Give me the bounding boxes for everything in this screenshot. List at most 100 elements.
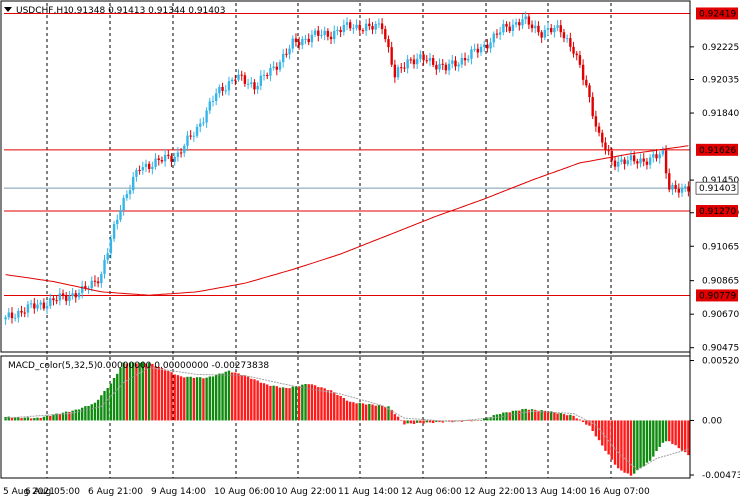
time-axis-label: 12 Aug 22:00 <box>464 487 525 497</box>
candle-body <box>167 154 170 156</box>
candle-body <box>186 135 189 146</box>
macd-histogram-bar <box>74 409 77 421</box>
macd-values: 0.00000000 0.00000000 -0.00273838 <box>97 361 269 371</box>
macd-histogram-bar <box>7 416 10 421</box>
candle-body <box>154 158 157 167</box>
time-axis-label: 16 Aug 07:00 <box>589 487 650 497</box>
macd-axis-label: -0.004739 <box>702 471 740 481</box>
candle-body <box>272 66 275 69</box>
macd-histogram-bar <box>521 409 524 421</box>
candle-body <box>116 219 119 225</box>
candle-body <box>457 64 460 67</box>
candle-body <box>58 293 62 301</box>
macd-histogram-bar <box>17 416 20 421</box>
level-price-tag <box>696 7 738 20</box>
chart-grid <box>46 3 612 478</box>
candle-body <box>607 150 610 152</box>
moving-average-path <box>5 145 689 296</box>
chart-frame <box>0 0 691 479</box>
macd-histogram-bar <box>317 387 320 421</box>
horizontal-levels[interactable] <box>4 12 690 296</box>
candle-body <box>486 44 489 49</box>
macd-histogram-bar <box>87 406 90 421</box>
macd-histogram-bar <box>626 420 629 474</box>
candle-body <box>246 83 250 85</box>
price-axis[interactable]: 0.922250.920350.918400.914500.912600.910… <box>690 7 739 354</box>
candle-body <box>655 154 658 159</box>
candle-body <box>96 281 100 284</box>
macd-histogram-bar <box>13 417 17 421</box>
macd-histogram-bar <box>390 409 393 421</box>
candle-body <box>403 67 406 69</box>
candle-body <box>61 293 65 296</box>
candle-body <box>348 22 352 29</box>
macd-histogram-bar <box>128 362 132 421</box>
candle-body <box>339 29 342 33</box>
candle-body <box>93 280 97 282</box>
macd-histogram-bar <box>677 420 681 449</box>
candle-body <box>29 303 33 305</box>
macd-axis[interactable]: 0.0052055 0.00 -0.004739 <box>690 357 740 481</box>
candle-body <box>591 97 594 117</box>
candle-body <box>511 24 515 31</box>
candle-body <box>361 30 365 32</box>
macd-histogram-bar <box>4 417 7 421</box>
macd-histogram-bar <box>167 371 170 421</box>
macd-histogram-bar <box>272 385 275 421</box>
candle-body <box>291 38 294 49</box>
candle-body <box>390 47 393 65</box>
macd-histogram-bar <box>84 406 87 421</box>
candle-body <box>387 39 390 48</box>
macd-histogram-bar <box>224 371 227 421</box>
candle-body <box>317 30 320 36</box>
candle-body <box>336 29 339 31</box>
time-axis-label: 6 Aug 21:00 <box>88 487 143 497</box>
candle-body <box>664 150 668 174</box>
candle-body <box>202 122 205 124</box>
macd-signal-line <box>5 366 689 471</box>
macd-histogram-bar <box>208 376 211 421</box>
candle-body <box>278 62 282 70</box>
macd-histogram-bar <box>387 406 390 421</box>
candle-body <box>234 79 237 81</box>
macd-histogram-bar <box>183 377 186 421</box>
macd-histogram-bar <box>514 410 518 421</box>
macd-histogram-bar <box>275 386 279 421</box>
macd-histogram-bar <box>572 415 575 421</box>
macd-histogram-bar <box>237 373 240 421</box>
macd-histogram-bar <box>441 420 444 423</box>
macd-histogram-bar <box>435 420 438 422</box>
dropdown-triangle-icon[interactable] <box>4 7 12 12</box>
candle-body <box>435 64 438 70</box>
macd-histogram-bar <box>463 420 467 421</box>
candle-body <box>36 304 39 309</box>
time-axis-label: 10 Aug 06:00 <box>214 487 275 497</box>
macd-histogram-bar <box>569 414 572 421</box>
macd-histogram-bar <box>632 420 636 474</box>
macd-histogram-bar <box>371 404 374 421</box>
macd-histogram-bar <box>530 409 534 421</box>
macd-histogram-bar <box>578 419 582 421</box>
candle-body <box>221 86 224 91</box>
macd-histogram-bar <box>601 420 604 446</box>
candle-body <box>518 22 521 26</box>
candle-body <box>144 163 148 168</box>
macd-histogram-bar <box>336 394 339 421</box>
macd-histogram-bar <box>460 420 464 422</box>
candle-body <box>543 29 547 38</box>
candle-body <box>585 79 588 86</box>
candle-body <box>556 25 559 28</box>
macd-histogram-bar <box>661 420 665 443</box>
candle-body <box>677 188 681 193</box>
macd-histogram-bar <box>348 401 352 421</box>
candle-body <box>473 48 476 50</box>
macd-histogram-bar <box>361 403 365 421</box>
macd-histogram-bar <box>617 420 620 469</box>
time-axis-label: 12 Aug 06:00 <box>401 487 462 497</box>
macd-histogram-bar <box>607 420 610 455</box>
level-price-tag-label: 0.91270 <box>699 207 736 217</box>
macd-histogram-bar <box>588 420 591 426</box>
candle-body <box>275 66 279 70</box>
